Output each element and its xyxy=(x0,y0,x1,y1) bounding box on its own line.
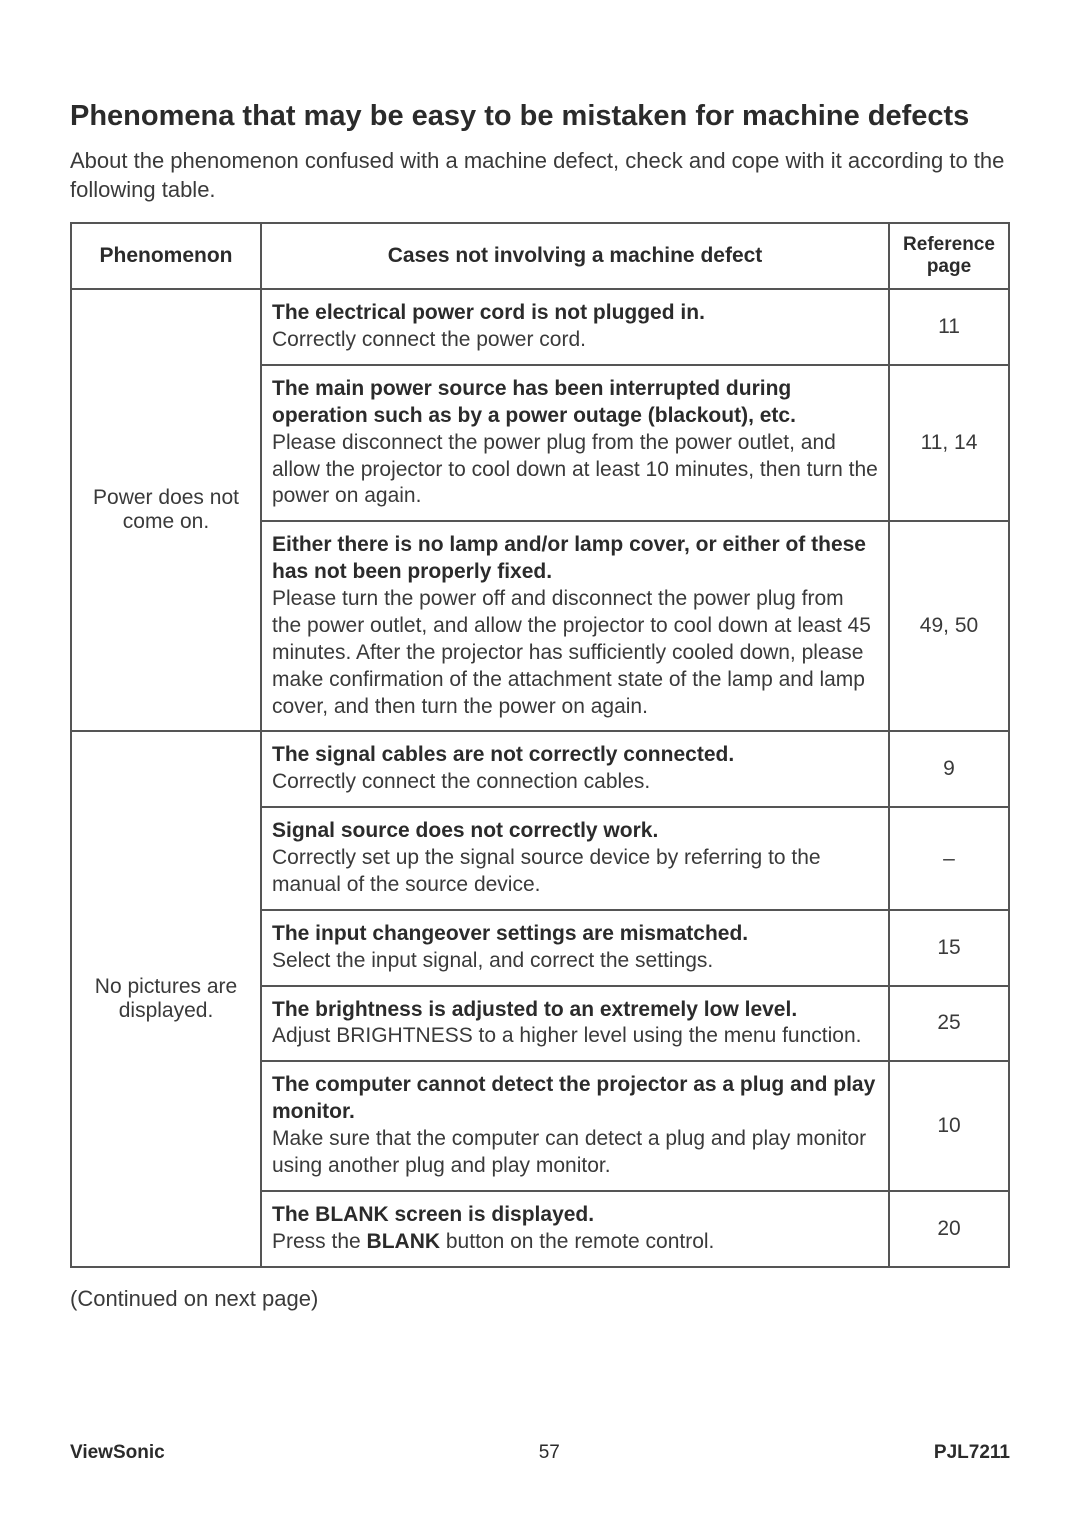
case-title: Either there is no lamp and/or lamp cove… xyxy=(272,533,866,583)
case-body: Select the input signal, and correct the… xyxy=(272,949,713,972)
case-cell: The brightness is adjusted to an extreme… xyxy=(261,986,889,1062)
reference-cell: 10 xyxy=(889,1061,1009,1191)
continued-note: (Continued on next page) xyxy=(70,1286,1010,1312)
table-header-row: Phenomenon Cases not involving a machine… xyxy=(71,223,1009,289)
footer-brand: ViewSonic xyxy=(70,1442,165,1464)
page-footer: ViewSonic 57 PJL7211 xyxy=(70,1442,1010,1464)
case-cell: The BLANK screen is displayed. Press the… xyxy=(261,1191,889,1267)
case-title: The computer cannot detect the projector… xyxy=(272,1073,875,1123)
troubleshooting-table: Phenomenon Cases not involving a machine… xyxy=(70,222,1010,1267)
case-cell: The electrical power cord is not plugged… xyxy=(261,289,889,365)
case-body: Adjust BRIGHTNESS to a higher level usin… xyxy=(272,1024,861,1047)
reference-cell: 9 xyxy=(889,731,1009,807)
reference-cell: 11 xyxy=(889,289,1009,365)
case-body: Correctly connect the connection cables. xyxy=(272,770,650,793)
case-cell: Signal source does not correctly work. C… xyxy=(261,807,889,910)
table-row: No pictures are displayed. The signal ca… xyxy=(71,731,1009,807)
reference-cell: 15 xyxy=(889,910,1009,986)
case-body: Make sure that the computer can detect a… xyxy=(272,1127,866,1177)
case-body-suffix: button on the remote control. xyxy=(440,1230,714,1253)
case-body-bold: BLANK xyxy=(367,1230,441,1253)
case-body: Please turn the power off and disconnect… xyxy=(272,587,871,718)
case-title: The main power source has been interrupt… xyxy=(272,377,796,427)
phenomenon-cell: No pictures are displayed. xyxy=(71,731,261,1266)
case-title: The signal cables are not correctly conn… xyxy=(272,743,734,766)
case-cell: Either there is no lamp and/or lamp cove… xyxy=(261,521,889,731)
table-row: Power does not come on. The electrical p… xyxy=(71,289,1009,365)
case-body-prefix: Press the xyxy=(272,1230,367,1253)
footer-page-number: 57 xyxy=(539,1442,560,1464)
reference-cell: 11, 14 xyxy=(889,365,1009,521)
reference-cell: 25 xyxy=(889,986,1009,1062)
case-title: Signal source does not correctly work. xyxy=(272,819,658,842)
header-cases: Cases not involving a machine defect xyxy=(261,223,889,289)
case-cell: The signal cables are not correctly conn… xyxy=(261,731,889,807)
header-phenomenon: Phenomenon xyxy=(71,223,261,289)
case-cell: The computer cannot detect the projector… xyxy=(261,1061,889,1191)
section-intro: About the phenomenon confused with a mac… xyxy=(70,147,1010,204)
case-body: Correctly connect the power cord. xyxy=(272,328,586,351)
section-title: Phenomena that may be easy to be mistake… xyxy=(70,100,1010,133)
footer-model: PJL7211 xyxy=(934,1442,1010,1464)
reference-cell: 20 xyxy=(889,1191,1009,1267)
case-title: The brightness is adjusted to an extreme… xyxy=(272,998,797,1021)
header-reference: Reference page xyxy=(889,223,1009,289)
case-title: The electrical power cord is not plugged… xyxy=(272,301,705,324)
case-title: The input changeover settings are mismat… xyxy=(272,922,748,945)
case-body: Correctly set up the signal source devic… xyxy=(272,846,821,896)
reference-cell: 49, 50 xyxy=(889,521,1009,731)
case-cell: The input changeover settings are mismat… xyxy=(261,910,889,986)
case-body: Please disconnect the power plug from th… xyxy=(272,431,878,508)
phenomenon-cell: Power does not come on. xyxy=(71,289,261,731)
reference-cell: – xyxy=(889,807,1009,910)
case-title: The BLANK screen is displayed. xyxy=(272,1203,594,1226)
case-cell: The main power source has been interrupt… xyxy=(261,365,889,521)
